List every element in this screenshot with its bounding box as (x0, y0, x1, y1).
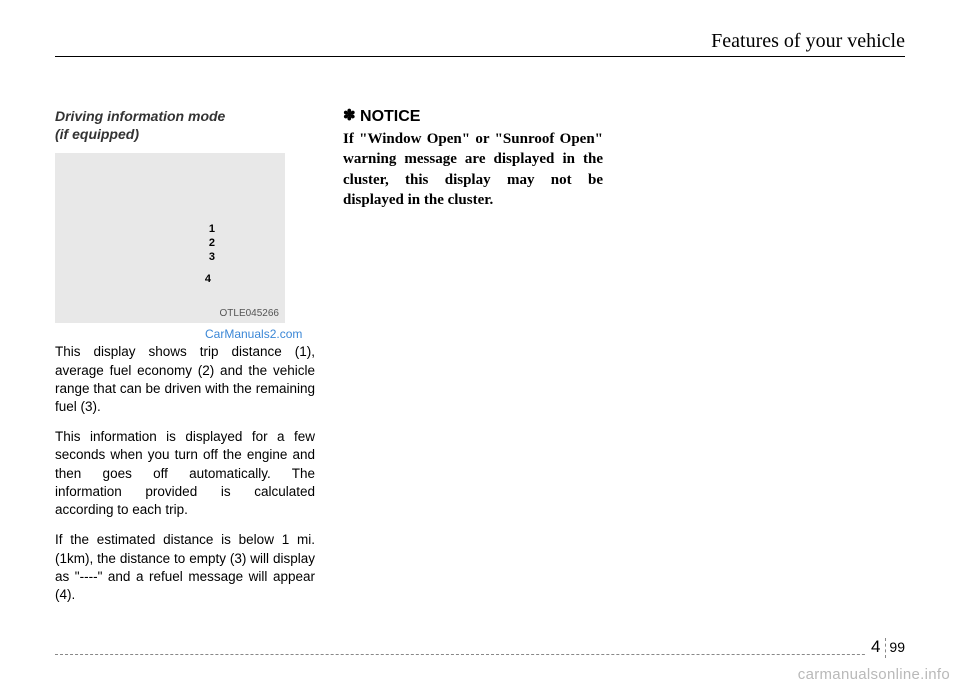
section-number: 4 (871, 637, 880, 657)
column-3 (631, 107, 891, 616)
callout-1: 1 (209, 223, 215, 237)
figure-callouts: 1 2 3 (209, 223, 215, 264)
paragraph-3: If the estimated distance is below 1 mi.… (55, 531, 315, 604)
callout-3: 3 (209, 251, 215, 265)
page-header: Features of your vehicle (55, 30, 905, 57)
page-footer: 4 99 (55, 654, 905, 659)
paragraph-2: This information is displayed for a few … (55, 428, 315, 519)
notice-heading: ✽ NOTICE (343, 107, 603, 126)
notice-body: If "Window Open" or "Sunroof Open" warni… (343, 129, 603, 210)
column-2: ✽ NOTICE If "Window Open" or "Sunroof Op… (343, 107, 603, 616)
site-watermark: carmanualsonline.info (798, 666, 950, 683)
header-title: Features of your vehicle (711, 30, 905, 52)
page-divider (885, 638, 886, 658)
section-subhead: Driving information mode (if equipped) (55, 107, 315, 143)
notice-symbol-icon: ✽ (343, 107, 356, 124)
paragraph-1: This display shows trip distance (1), av… (55, 343, 315, 416)
page-number: 4 99 (865, 637, 905, 657)
page-index: 99 (889, 639, 905, 655)
content-columns: Driving information mode (if equipped) 1… (55, 107, 905, 616)
callout-2: 2 (209, 237, 215, 251)
callout-4: 4 (205, 273, 211, 285)
notice-label: NOTICE (360, 108, 420, 125)
figure-driving-info: 1 2 3 4 OTLE045266 (55, 153, 285, 323)
figure-code: OTLE045266 (220, 308, 280, 319)
column-1: Driving information mode (if equipped) 1… (55, 107, 315, 616)
figure-watermark: CarManuals2.com (205, 327, 315, 341)
